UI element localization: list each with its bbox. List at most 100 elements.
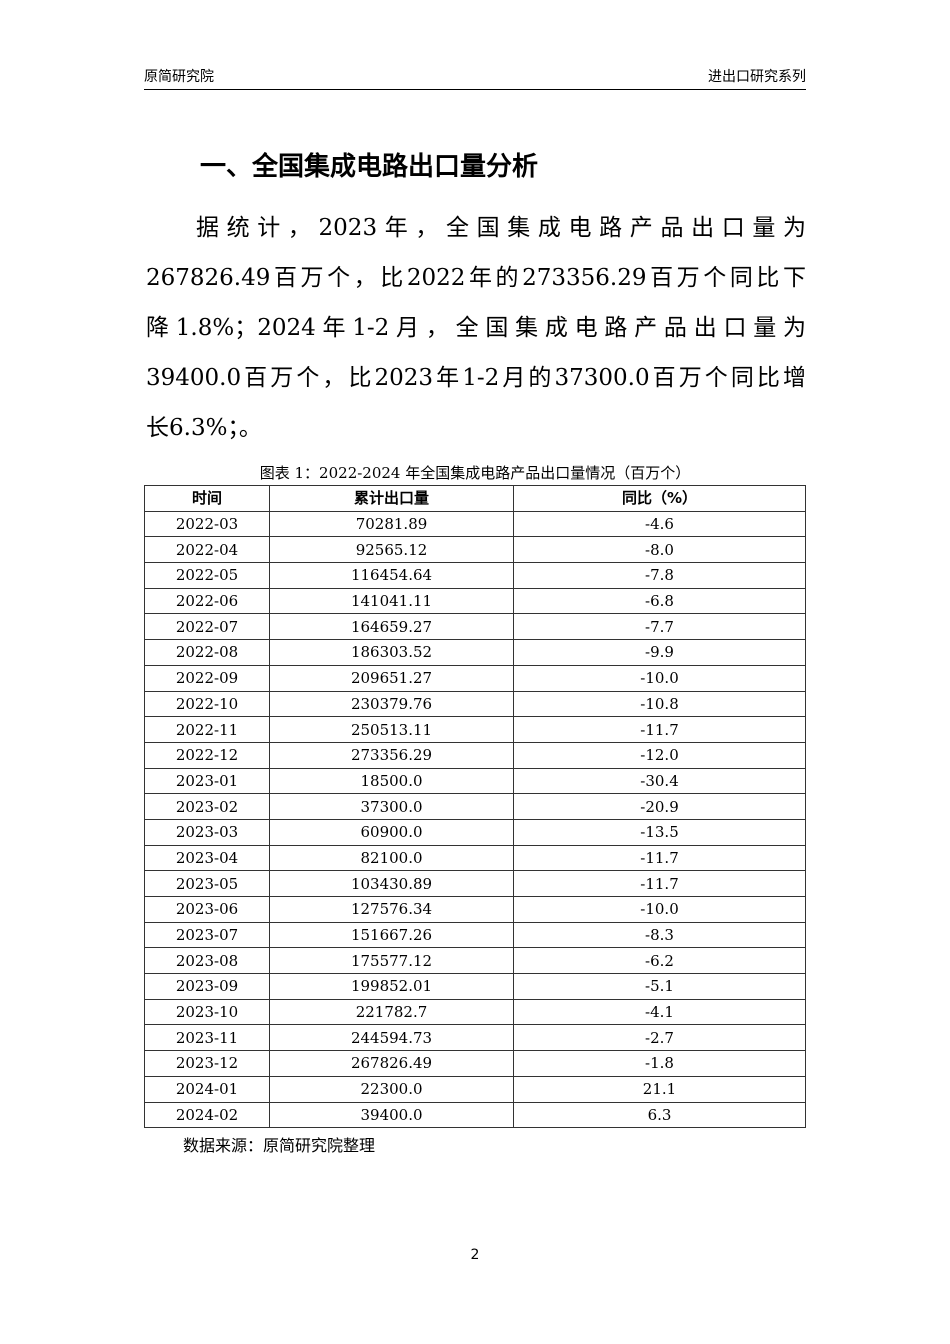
cell-cumulative-volume: 250513.11 [269,716,514,743]
table-row: 2022-10 230379.76 -10.8 [144,690,806,718]
data-source-note: 数据来源：原简研究院整理 [183,1136,376,1155]
table-row: 2024-02 39400.0 6.3 [144,1101,806,1129]
cell-time: 2023-08 [144,947,270,975]
table-row: 2024-01 22300.0 21.1 [144,1075,806,1103]
cell-time: 2022-10 [144,690,270,718]
cell-time: 2023-02 [144,793,270,820]
cell-yoy-change: 6.3 [513,1101,806,1129]
cell-cumulative-volume: 60900.0 [269,818,514,846]
cell-cumulative-volume: 92565.12 [269,536,514,564]
cell-yoy-change: -8.0 [513,536,806,564]
cell-cumulative-volume: 127576.34 [269,896,514,923]
cell-yoy-change: -11.7 [513,716,806,743]
paragraph-line: 长6.3%；。 [146,415,262,441]
cell-time: 2023-03 [144,818,270,846]
column-header-cumulative: 累计出口量 [269,485,514,512]
cell-yoy-change: -4.1 [513,998,806,1026]
cell-time: 2023-05 [144,870,270,897]
cell-yoy-change: -12.0 [513,741,806,769]
table-row: 2022-06 141041.11 -6.8 [144,587,806,615]
cell-time: 2022-07 [144,613,270,641]
cell-yoy-change: -9.9 [513,639,806,666]
cell-time: 2022-06 [144,587,270,615]
table-row: 2022-09 209651.27 -10.0 [144,664,806,692]
cell-cumulative-volume: 18500.0 [269,767,514,795]
cell-time: 2023-04 [144,844,270,872]
table-row: 2022-11 250513.11 -11.7 [144,716,806,743]
table-row: 2023-04 82100.0 -11.7 [144,844,806,872]
paragraph-line: 267826.49百万个，比2022年的273356.29百万个同比下 [146,265,806,291]
cell-cumulative-volume: 116454.64 [269,562,514,589]
cell-yoy-change: -13.5 [513,818,806,846]
table-header-row: 时间 累计出口量 同比（%） [144,485,806,512]
cell-cumulative-volume: 151667.26 [269,921,514,949]
cell-yoy-change: -4.6 [513,510,806,538]
cell-cumulative-volume: 82100.0 [269,844,514,872]
cell-cumulative-volume: 230379.76 [269,690,514,718]
cell-yoy-change: -20.9 [513,793,806,820]
cell-cumulative-volume: 221782.7 [269,998,514,1026]
page-number: 2 [470,1247,480,1263]
cell-time: 2022-05 [144,562,270,589]
cell-cumulative-volume: 199852.01 [269,973,514,1000]
header-divider [144,89,806,90]
cell-yoy-change: -10.0 [513,896,806,923]
table-row: 2023-02 37300.0 -20.9 [144,793,806,820]
cell-yoy-change: -10.8 [513,690,806,718]
cell-cumulative-volume: 186303.52 [269,639,514,666]
cell-cumulative-volume: 103430.89 [269,870,514,897]
cell-cumulative-volume: 209651.27 [269,664,514,692]
table-caption: 图表 1：2022-2024 年全国集成电路产品出口量情况（百万个） [259,464,691,482]
column-header-yoy: 同比（%） [513,485,806,512]
cell-time: 2022-08 [144,639,270,666]
cell-yoy-change: -6.2 [513,947,806,975]
cell-cumulative-volume: 273356.29 [269,741,514,769]
cell-cumulative-volume: 175577.12 [269,947,514,975]
table-row: 2023-12 267826.49 -1.8 [144,1050,806,1077]
cell-time: 2022-03 [144,510,270,538]
cell-cumulative-volume: 70281.89 [269,510,514,538]
table-row: 2022-07 164659.27 -7.7 [144,613,806,641]
cell-yoy-change: -10.0 [513,664,806,692]
header-series-name: 进出口研究系列 [708,69,806,85]
table-row: 2022-05 116454.64 -7.8 [144,562,806,589]
cell-yoy-change: -1.8 [513,1050,806,1077]
cell-time: 2023-01 [144,767,270,795]
cell-time: 2022-12 [144,741,270,769]
cell-yoy-change: -30.4 [513,767,806,795]
table-row: 2022-08 186303.52 -9.9 [144,639,806,666]
cell-cumulative-volume: 22300.0 [269,1075,514,1103]
cell-cumulative-volume: 37300.0 [269,793,514,820]
cell-cumulative-volume: 267826.49 [269,1050,514,1077]
cell-time: 2023-10 [144,998,270,1026]
cell-time: 2024-02 [144,1101,270,1129]
cell-time: 2024-01 [144,1075,270,1103]
paragraph-line: 据统计，2023年，全国集成电路产品出口量为 [196,215,806,241]
table-row: 2023-08 175577.12 -6.2 [144,947,806,975]
table-row: 2023-03 60900.0 -13.5 [144,818,806,846]
header-org-name: 原简研究院 [144,69,214,85]
section-title: 一、全国集成电路出口量分析 [200,152,539,182]
cell-yoy-change: -11.7 [513,844,806,872]
cell-time: 2023-07 [144,921,270,949]
cell-time: 2023-09 [144,973,270,1000]
cell-yoy-change: -6.8 [513,587,806,615]
body-paragraph: 据统计，2023年，全国集成电路产品出口量为 267826.49百万个，比202… [146,208,806,458]
table-row: 2023-01 18500.0 -30.4 [144,767,806,795]
cell-yoy-change: -11.7 [513,870,806,897]
table-row: 2023-10 221782.7 -4.1 [144,998,806,1026]
cell-time: 2023-06 [144,896,270,923]
cell-time: 2022-04 [144,536,270,564]
export-volume-table: 时间 累计出口量 同比（%） 2022-03 70281.89 -4.6 2022-0… [144,485,806,1129]
cell-yoy-change: -7.7 [513,613,806,641]
cell-yoy-change: -8.3 [513,921,806,949]
paragraph-line: 降1.8%；2024年1-2月，全国集成电路产品出口量为 [146,315,806,341]
cell-cumulative-volume: 141041.11 [269,587,514,615]
cell-yoy-change: -2.7 [513,1024,806,1052]
table-row: 2023-07 151667.26 -8.3 [144,921,806,949]
cell-time: 2023-12 [144,1050,270,1077]
table-row: 2023-06 127576.34 -10.0 [144,896,806,923]
table-row: 2023-05 103430.89 -11.7 [144,870,806,897]
cell-yoy-change: -5.1 [513,973,806,1000]
table-row: 2022-12 273356.29 -12.0 [144,741,806,769]
